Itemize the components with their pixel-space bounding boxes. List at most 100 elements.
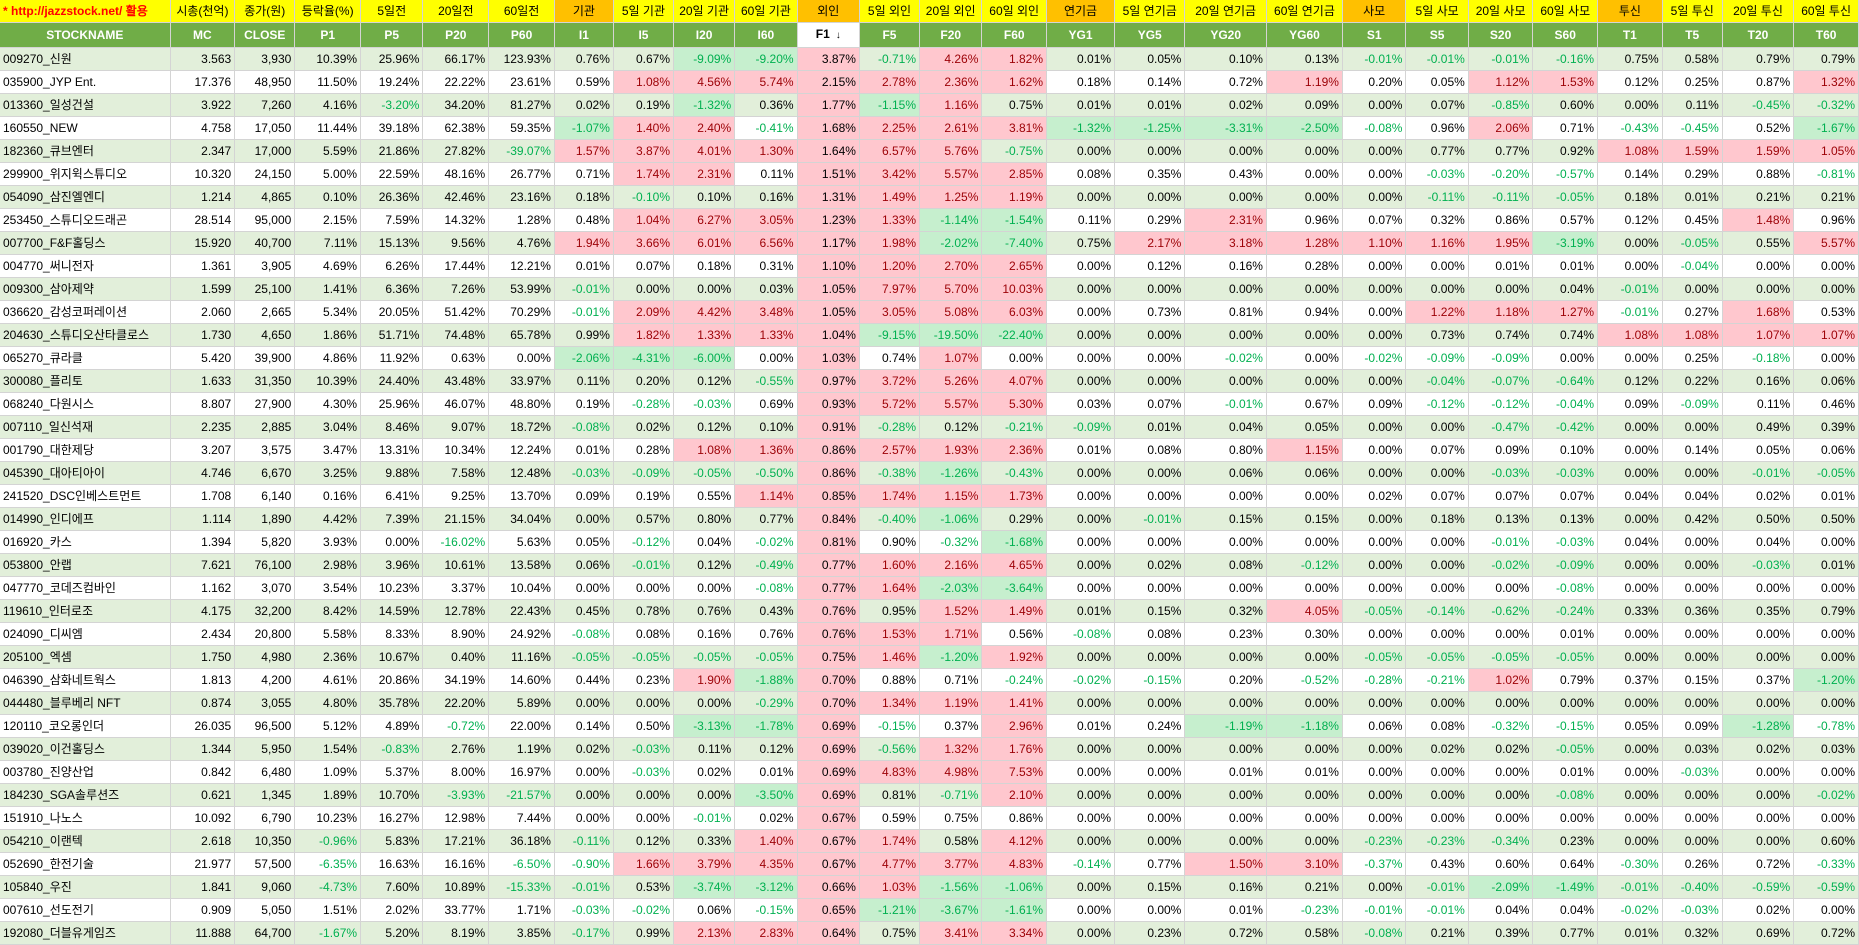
value-cell[interactable]: 0.00% <box>1662 783 1723 807</box>
value-cell[interactable]: 0.18% <box>1046 70 1116 94</box>
stock-name-cell[interactable]: 046390_삼화네트웍스 <box>0 668 171 692</box>
value-cell[interactable]: 0.11% <box>1662 93 1723 117</box>
value-cell[interactable]: 0.00% <box>1597 783 1663 807</box>
value-cell[interactable]: 0.06% <box>1266 461 1343 485</box>
value-cell[interactable]: 0.73% <box>1405 323 1469 347</box>
value-cell[interactable]: 22.00% <box>488 714 555 738</box>
value-cell[interactable]: 1.30% <box>734 139 798 163</box>
value-cell[interactable]: 6,480 <box>234 760 296 784</box>
value-cell[interactable]: 0.00% <box>1597 737 1663 761</box>
stock-name-cell[interactable]: 039020_이건홀딩스 <box>0 737 171 761</box>
value-cell[interactable]: -0.01% <box>1342 898 1407 922</box>
value-cell[interactable]: 12.78% <box>422 599 490 623</box>
value-cell[interactable]: 0.71% <box>554 162 614 186</box>
value-cell[interactable]: 0.58% <box>1662 47 1723 71</box>
value-cell[interactable]: 0.76% <box>554 47 614 71</box>
value-cell[interactable]: 0.72% <box>1184 921 1267 945</box>
value-cell[interactable]: 0.00% <box>1114 277 1186 301</box>
value-cell[interactable]: -0.47% <box>1468 415 1534 439</box>
value-cell[interactable]: 1.18% <box>1468 300 1534 324</box>
value-cell[interactable]: 0.04% <box>1532 277 1599 301</box>
value-cell[interactable]: 2.06% <box>1468 116 1534 140</box>
value-cell[interactable]: 0.00% <box>1342 438 1407 462</box>
value-cell[interactable]: 4.80% <box>294 691 362 715</box>
table-row[interactable]: 016920_카스 1.394 5,820 3.93% 0.00% -16.02% 5.63… <box>0 530 1859 554</box>
value-cell[interactable]: 1.09% <box>294 760 362 784</box>
value-cell[interactable]: 0.842 <box>170 760 236 784</box>
column-header-s60[interactable]: S60 <box>1532 22 1599 48</box>
value-cell[interactable]: 2.98% <box>294 553 362 577</box>
value-cell[interactable]: 0.02% <box>734 806 798 830</box>
value-cell[interactable]: 0.00% <box>1722 783 1795 807</box>
value-cell[interactable]: 17.21% <box>422 829 490 853</box>
value-cell[interactable]: 7.59% <box>360 208 424 232</box>
value-cell[interactable]: 0.00% <box>1597 691 1663 715</box>
value-cell[interactable]: 2.235 <box>170 415 236 439</box>
value-cell[interactable]: -0.59% <box>1722 875 1795 899</box>
value-cell[interactable]: 1.71% <box>488 898 555 922</box>
value-cell[interactable]: 1.59% <box>1662 139 1723 163</box>
value-cell[interactable]: 2,665 <box>234 300 296 324</box>
value-cell[interactable]: 1.73% <box>981 484 1048 508</box>
value-cell[interactable]: 3.79% <box>673 852 736 876</box>
value-cell[interactable]: 1.08% <box>1597 139 1663 163</box>
value-cell[interactable]: -0.03% <box>1662 760 1723 784</box>
value-cell[interactable]: 13.58% <box>488 553 555 577</box>
value-cell[interactable]: 3.37% <box>422 576 490 600</box>
value-cell[interactable]: 4.61% <box>294 668 362 692</box>
value-cell[interactable]: 62.38% <box>422 116 490 140</box>
value-cell[interactable]: 0.00% <box>360 530 424 554</box>
value-cell[interactable]: 4.56% <box>673 70 736 94</box>
value-cell[interactable]: -0.03% <box>1532 461 1599 485</box>
stock-name-cell[interactable]: 054090_삼진엘엔디 <box>0 185 171 209</box>
value-cell[interactable]: 1.361 <box>170 254 236 278</box>
value-cell[interactable]: 0.29% <box>1662 162 1723 186</box>
value-cell[interactable]: 0.00% <box>1342 254 1407 278</box>
value-cell[interactable]: 0.00% <box>1405 415 1469 439</box>
value-cell[interactable]: 4,865 <box>234 185 296 209</box>
value-cell[interactable]: -0.05% <box>734 645 798 669</box>
value-cell[interactable]: 6.56% <box>734 231 798 255</box>
stock-name-cell[interactable]: 007610_선도전기 <box>0 898 171 922</box>
value-cell[interactable]: 0.00% <box>1184 645 1267 669</box>
value-cell[interactable]: 1.33% <box>673 323 736 347</box>
value-cell[interactable]: 6.57% <box>859 139 921 163</box>
table-row[interactable]: 299900_위지윅스튜디오 10.320 24,150 5.00% 22.59% 48.… <box>0 162 1859 186</box>
value-cell[interactable]: -9.15% <box>859 323 921 347</box>
value-cell[interactable]: 3.48% <box>734 300 798 324</box>
value-cell[interactable]: 0.96% <box>1793 208 1859 232</box>
value-cell[interactable]: 0.01% <box>1184 760 1267 784</box>
value-cell[interactable]: -0.18% <box>1722 346 1795 370</box>
column-header-yg1[interactable]: YG1 <box>1046 22 1116 48</box>
value-cell[interactable]: 0.72% <box>1722 852 1795 876</box>
group-header-cell[interactable]: 60일 외인 <box>981 0 1048 23</box>
value-cell[interactable]: 0.00% <box>1342 691 1407 715</box>
value-cell[interactable]: 0.00% <box>1114 783 1186 807</box>
value-cell[interactable]: 0.76% <box>797 622 860 646</box>
value-cell[interactable]: -0.04% <box>1405 369 1469 393</box>
value-cell[interactable]: 0.25% <box>1662 346 1723 370</box>
value-cell[interactable]: 0.96% <box>1405 116 1469 140</box>
value-cell[interactable]: 1.49% <box>981 599 1048 623</box>
value-cell[interactable]: -0.05% <box>1793 461 1859 485</box>
value-cell[interactable]: 15.13% <box>360 231 424 255</box>
value-cell[interactable]: 0.05% <box>1597 714 1663 738</box>
value-cell[interactable]: 2,885 <box>234 415 296 439</box>
value-cell[interactable]: 1.08% <box>613 70 675 94</box>
value-cell[interactable]: 0.70% <box>797 668 860 692</box>
value-cell[interactable]: 0.76% <box>734 622 798 646</box>
value-cell[interactable]: -1.26% <box>919 461 983 485</box>
value-cell[interactable]: 0.75% <box>859 921 921 945</box>
value-cell[interactable]: 0.00% <box>1405 760 1469 784</box>
value-cell[interactable]: 0.00% <box>1662 622 1723 646</box>
group-header-cell[interactable]: 5일 기관 <box>613 0 675 23</box>
value-cell[interactable]: 0.00% <box>1114 484 1186 508</box>
value-cell[interactable]: 1.05% <box>797 277 860 301</box>
value-cell[interactable]: -39.07% <box>488 139 555 163</box>
value-cell[interactable]: 1.20% <box>859 254 921 278</box>
value-cell[interactable]: 0.00% <box>1597 461 1663 485</box>
value-cell[interactable]: -0.08% <box>1342 116 1407 140</box>
value-cell[interactable]: -1.88% <box>734 668 798 692</box>
value-cell[interactable]: 1.51% <box>797 162 860 186</box>
value-cell[interactable]: 0.10% <box>294 185 362 209</box>
